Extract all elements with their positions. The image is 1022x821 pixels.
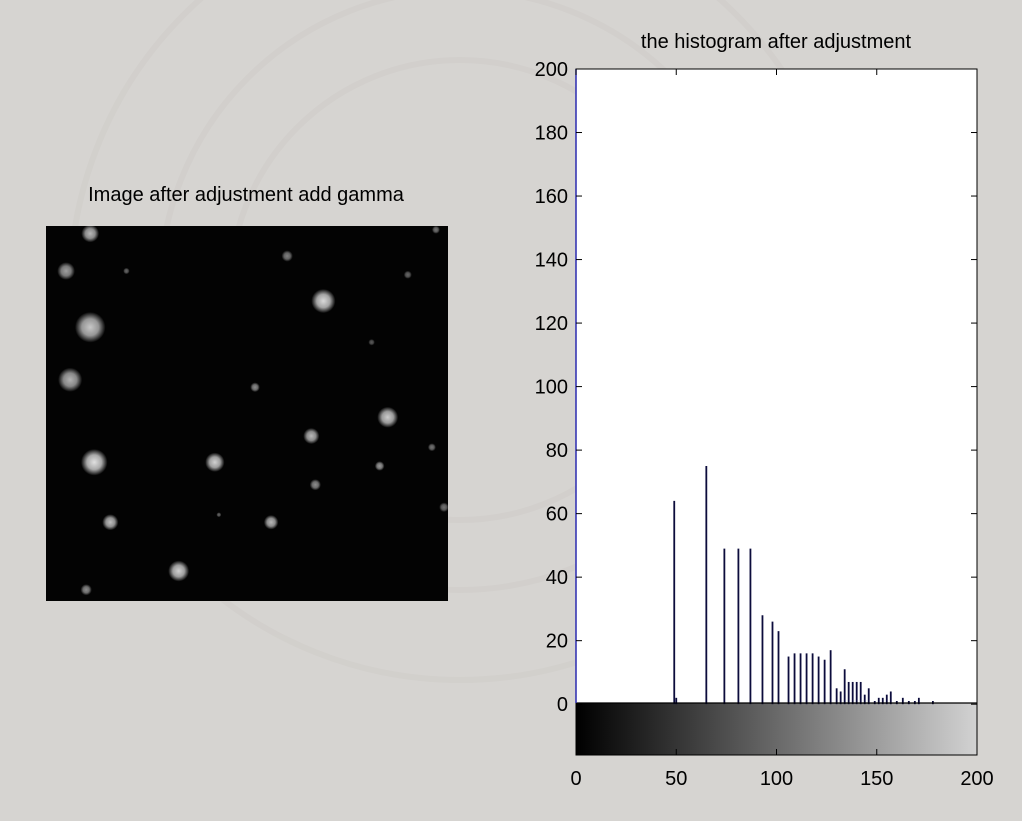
- bright-spot: [374, 461, 385, 471]
- bright-spot: [102, 514, 119, 531]
- bright-spot: [311, 288, 336, 314]
- bright-spot: [377, 406, 399, 428]
- bright-spot: [250, 382, 260, 393]
- x-axis-ticks: 0 50 100 150 200: [570, 69, 994, 790]
- bright-spot: [309, 479, 321, 491]
- bright-spot: [368, 339, 375, 346]
- y-tick-label: 40: [546, 567, 568, 589]
- bright-spot: [81, 224, 100, 243]
- bright-spot: [57, 262, 75, 280]
- bright-spot: [168, 560, 190, 582]
- x-tick-label: 200: [960, 768, 993, 790]
- image-title: Image after adjustment add gamma: [88, 184, 405, 206]
- chart-title: the histogram after adjustment: [641, 31, 912, 53]
- y-tick-label: 160: [535, 186, 568, 208]
- bright-spot: [303, 427, 320, 445]
- y-tick-label: 20: [546, 631, 568, 653]
- bright-spot: [205, 452, 225, 472]
- bright-spot: [80, 448, 108, 476]
- bright-spot: [263, 515, 279, 530]
- y-axis-ticks: 0 20 40 60 80 100 120 140 160 180 200: [535, 59, 977, 716]
- y-tick-label: 120: [535, 313, 568, 335]
- x-tick-label: 150: [860, 768, 893, 790]
- image-spots: [57, 224, 449, 596]
- bright-spot: [74, 311, 106, 343]
- bright-spot: [281, 250, 293, 262]
- y-tick-label: 60: [546, 504, 568, 526]
- bright-spot: [216, 512, 222, 518]
- bright-spot: [123, 267, 130, 275]
- plot-area: [576, 69, 977, 755]
- y-tick-label: 140: [535, 250, 568, 272]
- grayscale-colorbar: [576, 703, 977, 755]
- y-tick-label: 0: [557, 694, 568, 716]
- y-tick-label: 200: [535, 59, 568, 81]
- x-tick-label: 100: [760, 768, 793, 790]
- y-tick-label: 180: [535, 123, 568, 145]
- y-tick-label: 80: [546, 440, 568, 462]
- histogram-axes: the histogram after adjustment 0 20 40 60 80…: [535, 31, 994, 790]
- x-tick-label: 50: [665, 768, 687, 790]
- bright-spot: [427, 443, 436, 452]
- bright-spot: [439, 502, 449, 513]
- x-tick-label: 0: [570, 768, 581, 790]
- image-panel: Image after adjustment add gamma: [46, 184, 449, 601]
- bright-spot: [431, 225, 440, 234]
- bright-spot: [58, 367, 83, 392]
- bright-spot: [80, 584, 92, 596]
- y-tick-label: 100: [535, 377, 568, 399]
- bright-spot: [403, 270, 412, 279]
